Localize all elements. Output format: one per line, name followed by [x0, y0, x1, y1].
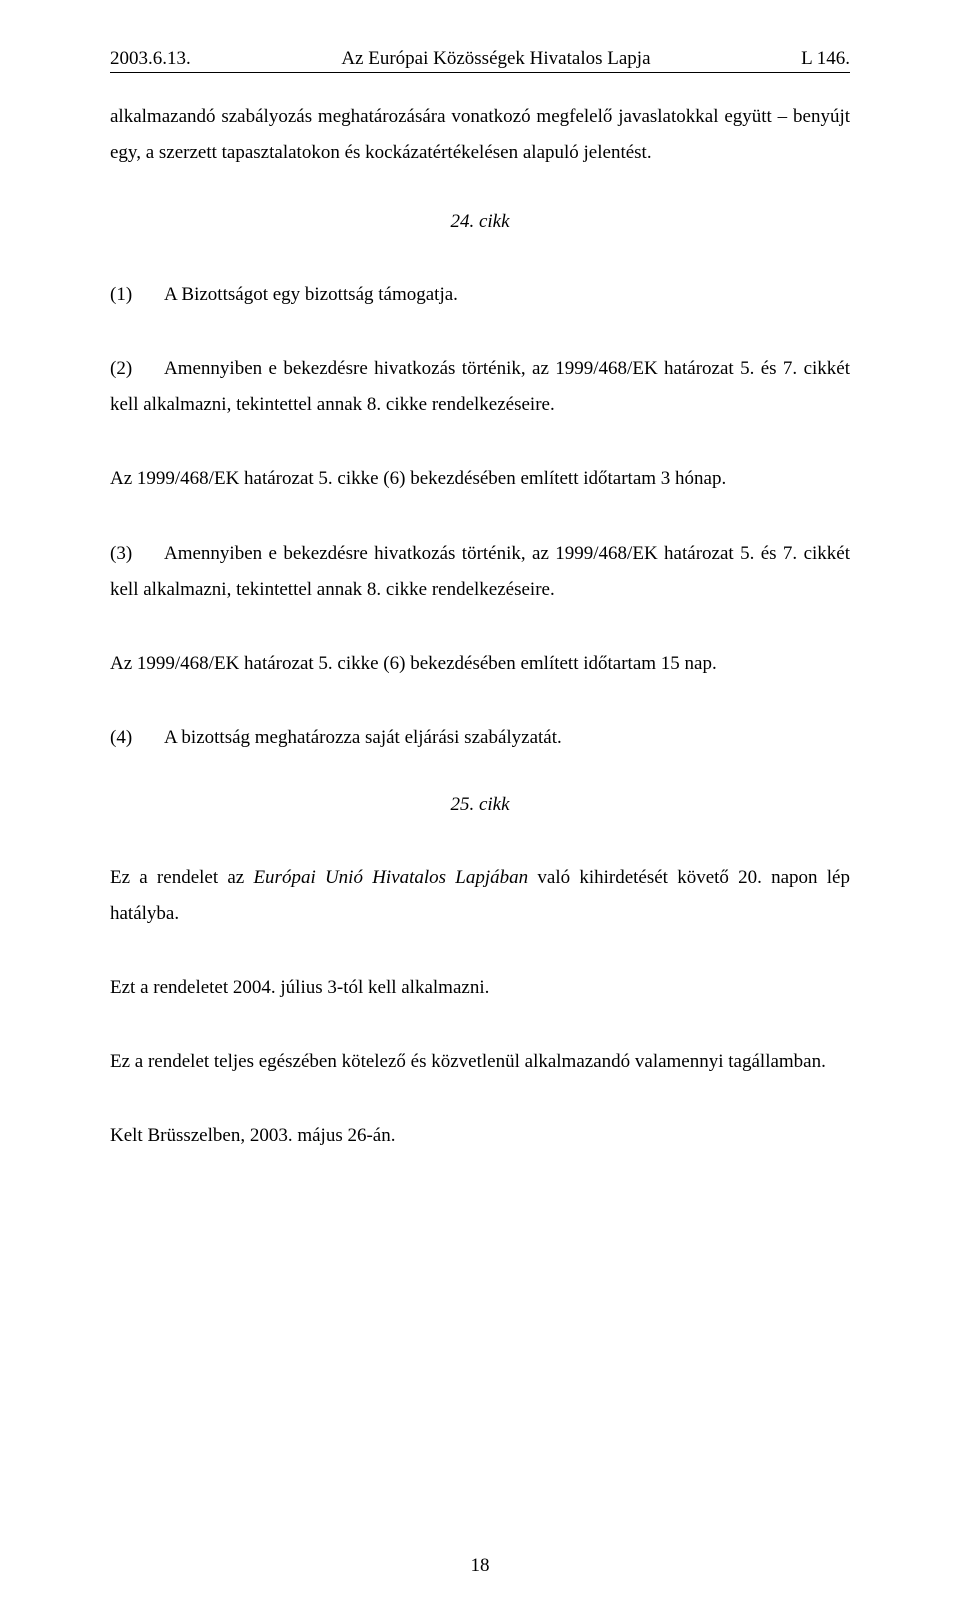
header-date: 2003.6.13. — [110, 48, 191, 70]
header-issue: L 146. — [801, 48, 850, 70]
header-title: Az Európai Közösségek Hivatalos Lapja — [191, 48, 801, 70]
article-24-p3-followup: Az 1999/468/EK határozat 5. cikke (6) be… — [110, 646, 850, 682]
p4-text: A bizottság meghatározza saját eljárási … — [164, 727, 562, 748]
intro-paragraph: alkalmazandó szabályozás meghatározására… — [110, 99, 850, 171]
article-25-p1: Ez a rendelet az Európai Unió Hivatalos … — [110, 860, 850, 932]
running-header: 2003.6.13. Az Európai Közösségek Hivatal… — [110, 48, 850, 73]
article-24-p2-followup: Az 1999/468/EK határozat 5. cikke (6) be… — [110, 461, 850, 497]
p3-text: Amennyiben e bekezdésre hivatkozás törté… — [110, 543, 850, 600]
article-24-p1: (1)A Bizottságot egy bizottság támogatja… — [110, 277, 850, 313]
p4-number: (4) — [110, 720, 164, 756]
article-24-p4: (4)A bizottság meghatározza saját eljárá… — [110, 720, 850, 756]
p3-number: (3) — [110, 536, 164, 572]
page: 2003.6.13. Az Európai Közösségek Hivatal… — [0, 0, 960, 1613]
article-24-p3: (3)Amennyiben e bekezdésre hivatkozás tö… — [110, 536, 850, 608]
article-24-p2: (2)Amennyiben e bekezdésre hivatkozás tö… — [110, 351, 850, 423]
article-25-p4: Kelt Brüsszelben, 2003. május 26-án. — [110, 1118, 850, 1154]
article-25-p3: Ez a rendelet teljes egészében kötelező … — [110, 1044, 850, 1080]
page-number: 18 — [0, 1555, 960, 1577]
p2-text: Amennyiben e bekezdésre hivatkozás törté… — [110, 358, 850, 415]
p1-text: A Bizottságot egy bizottság támogatja. — [164, 284, 458, 305]
article-24-label: 24. cikk — [110, 211, 850, 233]
article-25-label: 25. cikk — [110, 794, 850, 816]
p1-number: (1) — [110, 277, 164, 313]
article-25-p2: Ezt a rendeletet 2004. július 3-tól kell… — [110, 970, 850, 1006]
p2-number: (2) — [110, 351, 164, 387]
article-25-p1-pre: Ez a rendelet az — [110, 867, 253, 888]
article-25-p1-italic: Európai Unió Hivatalos Lapjában — [253, 867, 528, 888]
